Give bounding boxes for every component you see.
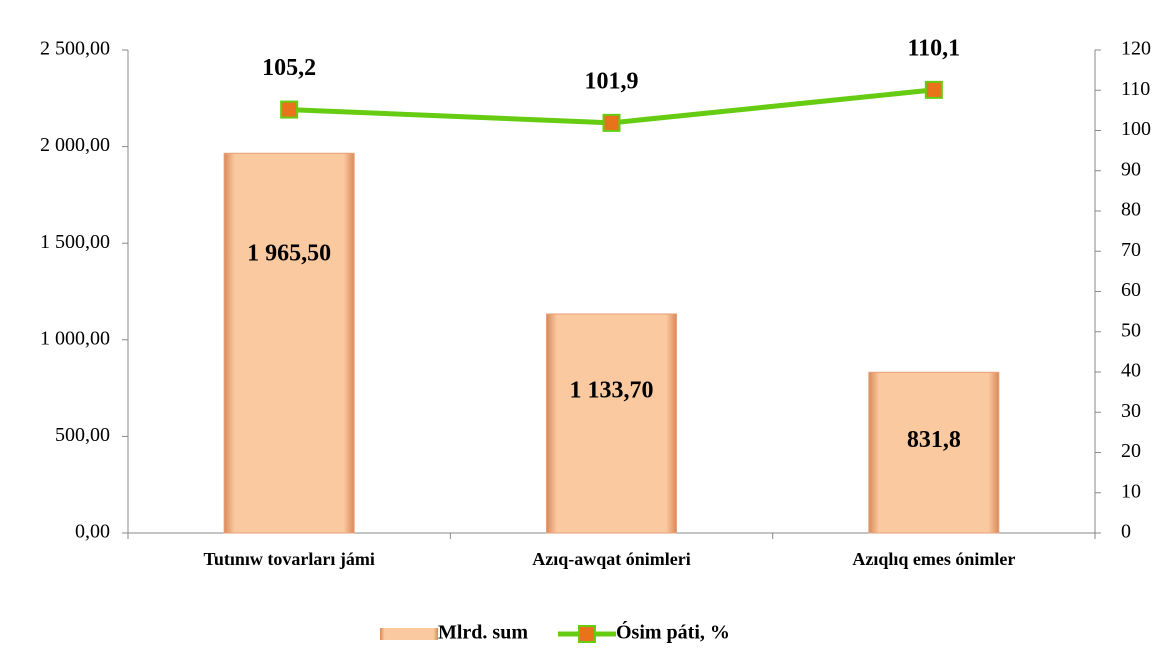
y2-tick-label: 90 [1121, 158, 1141, 180]
y-tick-label: 0,00 [75, 521, 110, 543]
y2-tick-label: 10 [1121, 480, 1141, 502]
y2-tick-label: 120 [1121, 38, 1151, 60]
x-tick-label: Tutınıw tovarları jámi [203, 549, 374, 569]
legend-label: Mlrd. sum [438, 622, 528, 644]
line-marker [924, 80, 943, 99]
line-value-label: 101,9 [585, 68, 639, 94]
x-tick-label: Azıq-awqat ónimleri [532, 549, 690, 569]
y-tick-label: 2 500,00 [40, 38, 110, 60]
line-marker [280, 100, 299, 119]
y2-tick-label: 50 [1121, 319, 1141, 341]
legend-swatch-marker [578, 625, 596, 643]
line-value-label: 110,1 [907, 35, 960, 61]
y2-tick-label: 30 [1121, 400, 1141, 422]
y2-tick-label: 80 [1121, 199, 1141, 221]
y-tick-label: 2 000,00 [40, 134, 110, 156]
y2-tick-label: 0 [1121, 521, 1131, 543]
y2-tick-label: 100 [1121, 118, 1151, 140]
legend-swatch [380, 628, 438, 640]
y2-tick-label: 70 [1121, 239, 1141, 261]
bar-value-label: 1 133,70 [570, 377, 654, 403]
y-tick-label: 1 500,00 [40, 231, 110, 253]
bar-value-label: 1 965,50 [247, 241, 331, 267]
y2-tick-label: 20 [1121, 440, 1141, 462]
x-tick-label: Azıqlıq emes ónimler [852, 549, 1015, 569]
bar [546, 313, 677, 534]
y2-tick-label: 110 [1121, 78, 1150, 100]
line-value-label: 105,2 [262, 55, 316, 81]
y2-tick-label: 40 [1121, 360, 1141, 382]
bar [868, 371, 1000, 534]
y-tick-label: 1 000,00 [40, 327, 110, 349]
y2-tick-label: 60 [1121, 279, 1141, 301]
bar-value-label: 831,8 [907, 427, 961, 453]
y-tick-label: 500,00 [55, 424, 110, 446]
line-marker [602, 113, 621, 132]
bar [223, 152, 355, 534]
legend-label: Ósim páti, % [616, 620, 730, 644]
